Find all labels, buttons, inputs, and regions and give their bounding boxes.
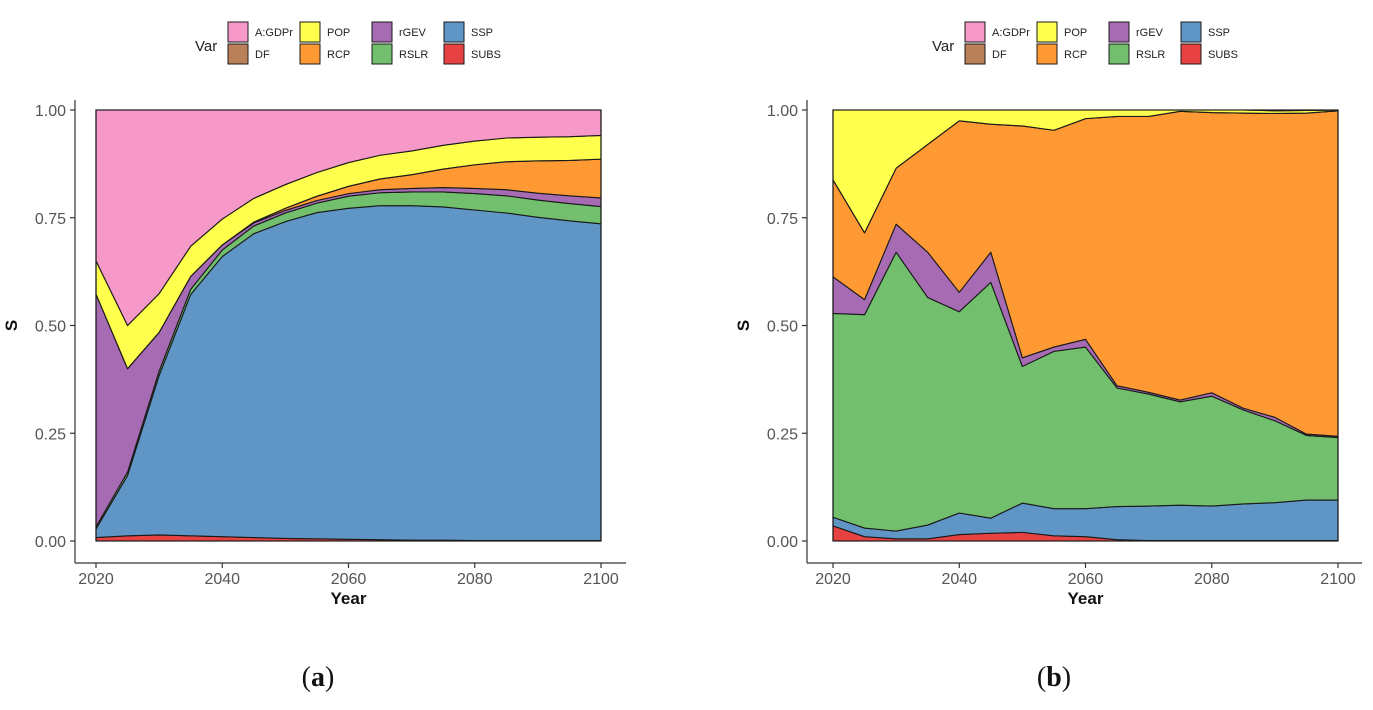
y-tick-label: 0.25: [35, 426, 66, 443]
legend-label: RSLR: [1136, 49, 1165, 61]
legend-swatch-rgev: [371, 21, 393, 43]
legend-label: DF: [255, 49, 270, 61]
legend-swatch-rcp: [299, 43, 321, 65]
legend-swatch-rslr: [371, 43, 393, 65]
legend: Var A:GDPr DF POP RCP rGEV RSLR SSP SUBS: [932, 21, 1238, 65]
legend-label: SSP: [471, 27, 493, 39]
plot-border: [95, 109, 602, 542]
x-tick-label: 2060: [1068, 571, 1104, 588]
legend-swatch-rslr: [1108, 43, 1130, 65]
x-tick-label: 2100: [583, 571, 619, 588]
y-axis-title: S: [734, 320, 753, 331]
legend-label: SUBS: [1208, 49, 1238, 61]
panel-b-caption-letter: b: [1046, 662, 1062, 693]
legend-label: RCP: [327, 49, 350, 61]
legend-swatch-pop: [299, 21, 321, 43]
x-tick-label: 2100: [1320, 571, 1356, 588]
legend-swatch-a-gdpr: [227, 21, 249, 43]
x-axis-title: Year: [331, 589, 367, 608]
y-tick-label: 0.50: [767, 319, 798, 336]
x-tick-label: 2080: [1194, 571, 1230, 588]
y-tick-label: 0.00: [767, 534, 798, 551]
legend-swatch-ssp: [443, 21, 465, 43]
legend-swatch-ssp: [1180, 21, 1202, 43]
legend-swatch-pop: [1036, 21, 1058, 43]
y-tick-label: 0.25: [767, 426, 798, 443]
x-tick-label: 2060: [331, 571, 367, 588]
legend-swatch-subs: [1180, 43, 1202, 65]
legend-label: SSP: [1208, 27, 1230, 39]
y-tick-label: 0.00: [35, 534, 66, 551]
panel-b-caption: (b): [1036, 662, 1072, 693]
legend-swatch-rcp: [1036, 43, 1058, 65]
legend-swatch-subs: [443, 43, 465, 65]
plot-border: [832, 109, 1339, 542]
y-tick-label: 0.50: [35, 319, 66, 336]
legend-label: RSLR: [399, 49, 428, 61]
y-tick-label: 0.75: [35, 211, 66, 228]
legend-title: Var: [932, 38, 954, 55]
x-tick-label: 2040: [941, 571, 977, 588]
legend-label: SUBS: [471, 49, 501, 61]
y-tick-label: 1.00: [767, 103, 798, 120]
legend-swatch-rgev: [1108, 21, 1130, 43]
x-tick-label: 2040: [204, 571, 240, 588]
legend-label: A:GDPr: [255, 27, 293, 39]
legend-label: rGEV: [399, 27, 427, 39]
legend-label: A:GDPr: [992, 27, 1030, 39]
legend-label: RCP: [1064, 49, 1087, 61]
legend-swatch-a-gdpr: [964, 21, 986, 43]
legend-label: rGEV: [1136, 27, 1164, 39]
chart-panel-a: 0.00 0.25 0.50 0.75 1.00 2020 2040 2060 2080 2100…: [2, 21, 626, 608]
legend-label: DF: [992, 49, 1007, 61]
legend-label: POP: [1064, 27, 1087, 39]
legend-swatch-df: [227, 43, 249, 65]
chart-panel-b: 0.00 0.25 0.50 0.75 1.00 2020 2040 2060 2080 2100…: [734, 21, 1362, 608]
panel-a-caption: (a): [301, 662, 335, 693]
y-axis-title: S: [2, 320, 21, 331]
legend-label: POP: [327, 27, 350, 39]
legend-swatch-df: [964, 43, 986, 65]
legend-title: Var: [195, 38, 217, 55]
legend: Var A:GDPr DF POP RCP rGEV RSLR SSP SUBS: [195, 21, 501, 65]
x-axis-title: Year: [1068, 589, 1104, 608]
y-tick-label: 1.00: [35, 103, 66, 120]
x-tick-label: 2020: [815, 571, 851, 588]
y-tick-label: 0.75: [767, 211, 798, 228]
x-tick-label: 2080: [457, 571, 493, 588]
panel-a-caption-letter: a: [311, 662, 325, 693]
x-tick-label: 2020: [78, 571, 114, 588]
